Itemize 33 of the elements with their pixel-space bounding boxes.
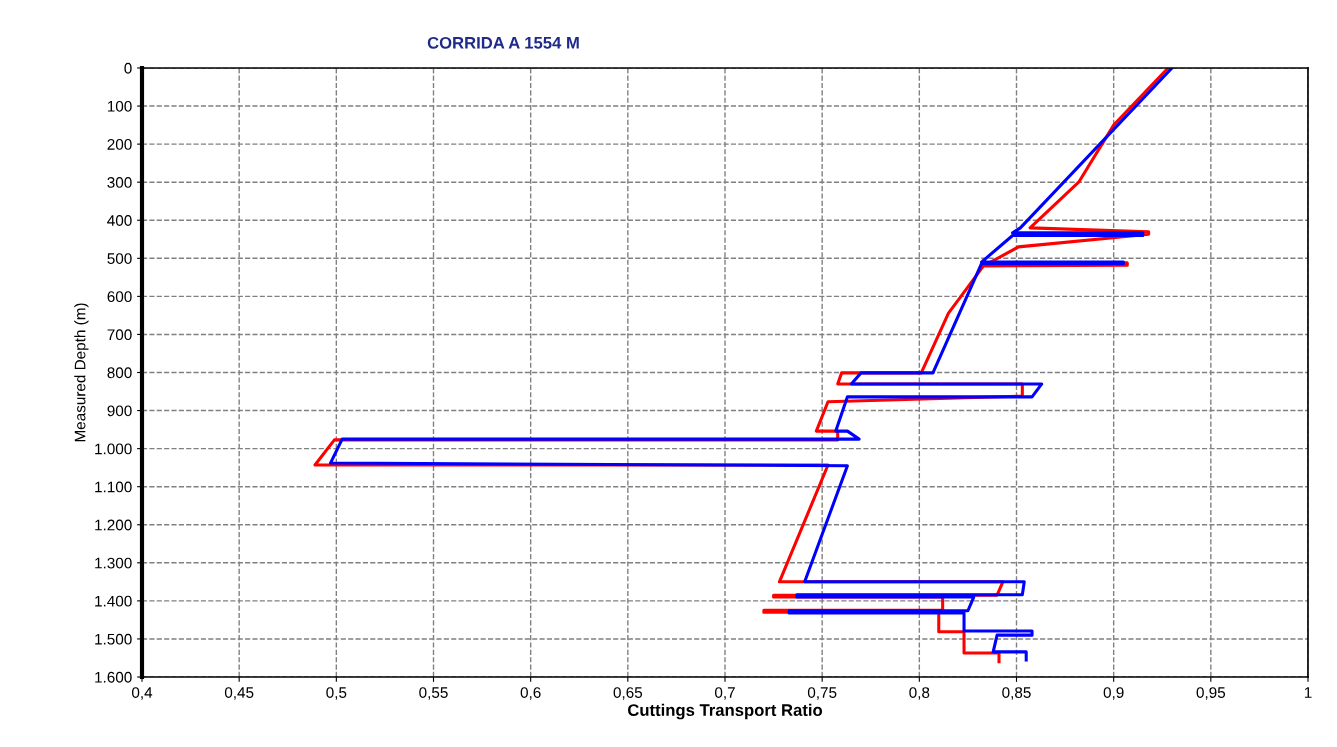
chart-title: CORRIDA A 1554 M	[427, 36, 579, 49]
y-tick-label: 1.500	[95, 633, 132, 645]
y-tick-label: 1.600	[95, 671, 132, 683]
x-tick-label: 0,6	[520, 687, 541, 700]
x-tick-label: 0,9	[1103, 687, 1124, 700]
x-axis-title: Cuttings Transport Ratio	[628, 703, 823, 720]
y-tick-label: 300	[107, 177, 132, 188]
x-tick-label: 0,45	[224, 687, 254, 700]
y-tick-label: 900	[107, 405, 132, 417]
y-axis-title: Measured Depth (m)	[74, 303, 89, 442]
y-tick-label: 1.100	[95, 481, 132, 493]
x-tick-label: 1	[1304, 687, 1312, 698]
x-tick-label: 0,95	[1196, 687, 1226, 700]
y-tick-label: 0	[124, 62, 132, 74]
x-tick-label: 0,5	[326, 687, 347, 700]
y-tick-label: 700	[107, 329, 132, 341]
x-tick-label: 0,7	[714, 687, 735, 700]
y-tick-label: 1.000	[95, 443, 132, 455]
y-tick-label: 500	[107, 253, 132, 264]
y-tick-label: 200	[107, 138, 132, 150]
x-tick-label: 0,75	[807, 687, 837, 700]
y-tick-label: 800	[107, 367, 132, 379]
y-tick-label: 1.400	[95, 595, 132, 607]
y-tick-label: 400	[107, 215, 132, 226]
y-tick-label: 1.300	[95, 557, 132, 569]
y-tick-label: 1.200	[95, 519, 132, 531]
y-tick-label: 100	[107, 100, 132, 112]
x-tick-label: 0,65	[613, 687, 643, 700]
x-tick-label: 0,4	[131, 687, 153, 700]
y-tick-label: 600	[107, 291, 132, 303]
x-tick-label: 0,55	[419, 687, 448, 700]
x-tick-label: 0,8	[909, 687, 930, 700]
x-tick-label: 0,85	[1002, 687, 1031, 700]
